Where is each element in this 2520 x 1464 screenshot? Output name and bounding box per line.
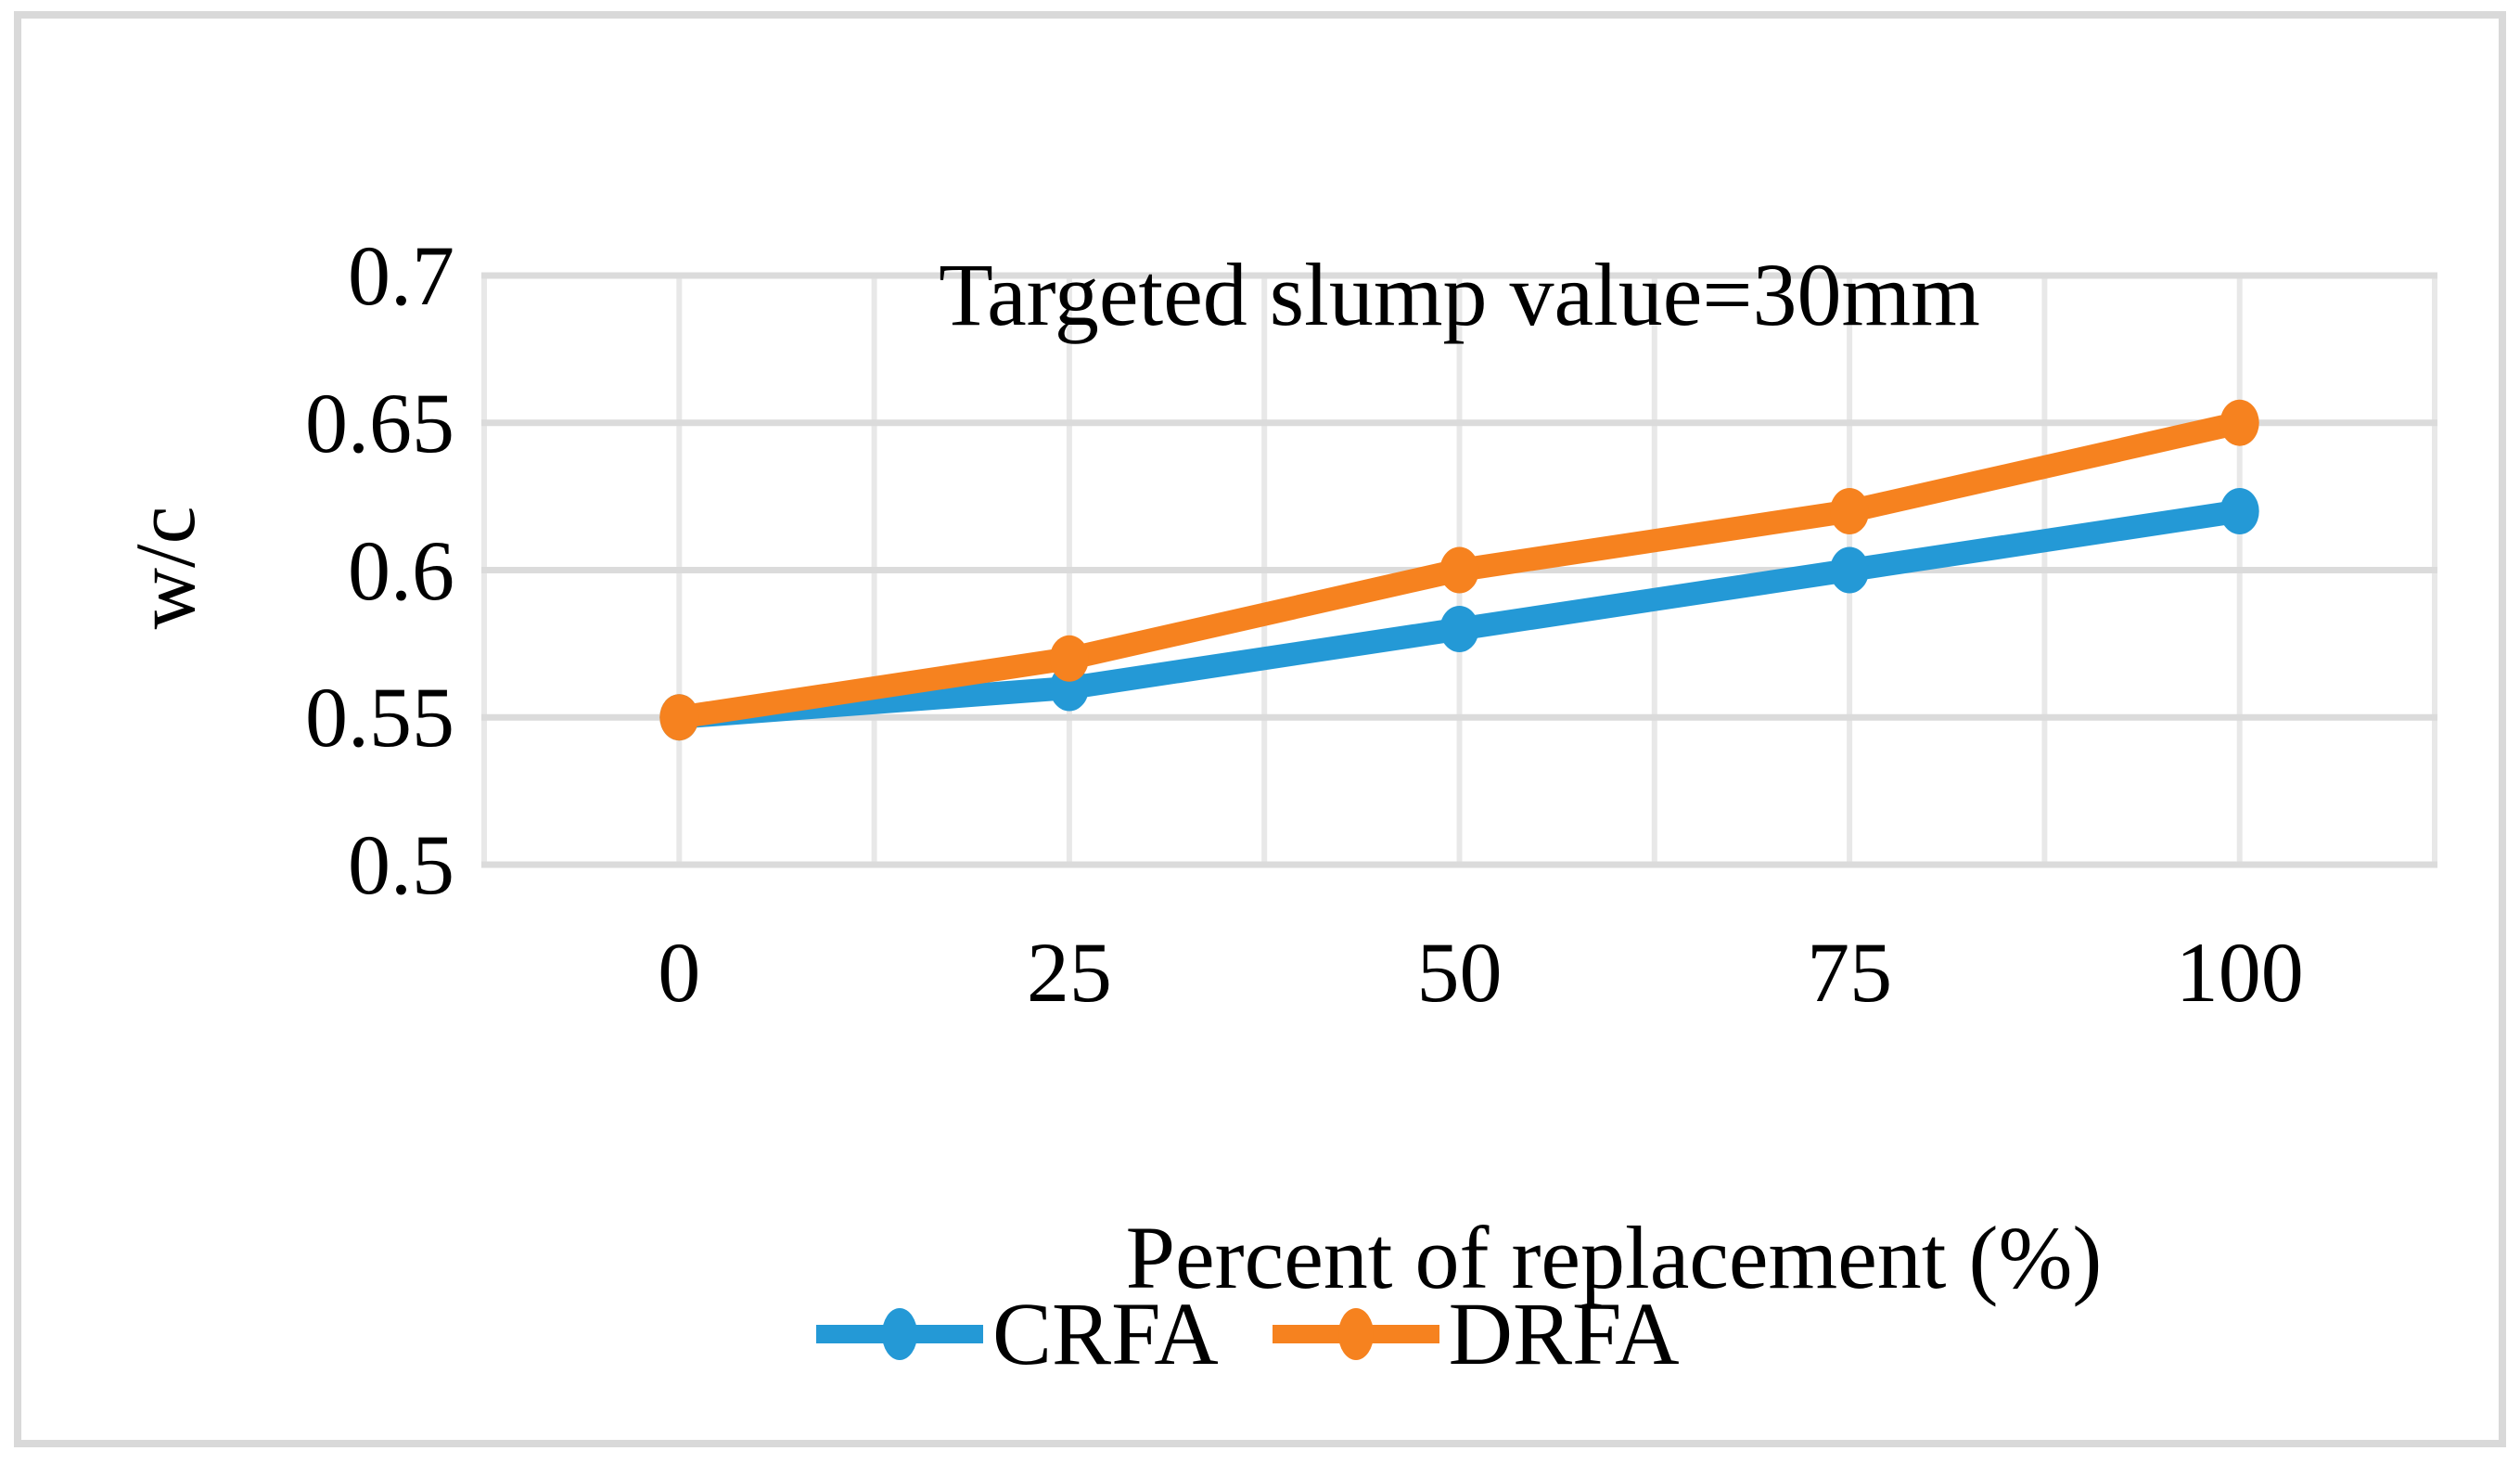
y-tick-label-0.65: 0.65: [305, 375, 454, 470]
x-tick-label-100: 100: [2175, 925, 2304, 1020]
chart-title: Targeted slump value=30mm: [939, 245, 1980, 344]
legend-marker-drfa-icon: [1272, 1308, 1439, 1360]
legend-label-drfa: DRFA: [1448, 1284, 1680, 1383]
y-tick-label-0.6: 0.6: [348, 522, 454, 618]
x-tick-label-75: 75: [1807, 925, 1893, 1020]
data-point-drfa-50: [1439, 546, 1479, 594]
data-point-drfa-0: [659, 694, 699, 741]
x-tick-label-25: 25: [1026, 925, 1112, 1020]
legend-dot: [1337, 1308, 1374, 1360]
data-point-crfa-100: [2219, 488, 2259, 534]
y-tick-label-0.55: 0.55: [305, 670, 454, 765]
x-tick-label-0: 0: [658, 925, 701, 1020]
legend-label-crfa: CRFA: [992, 1284, 1219, 1383]
data-point-crfa-75: [1830, 546, 1870, 594]
legend-dot: [882, 1308, 917, 1360]
data-point-drfa-75: [1830, 488, 1870, 534]
x-axis-title: Percent of replacement (%): [1125, 1208, 2103, 1307]
chart-border: [14, 11, 2506, 1447]
data-point-drfa-25: [1049, 635, 1089, 682]
legend-item-drfa: DRFA: [1272, 1284, 1680, 1383]
legend-marker-crfa-icon: [816, 1308, 983, 1360]
data-point-drfa-100: [2219, 399, 2259, 446]
legend: CRFA DRFA: [816, 1288, 1733, 1381]
data-point-crfa-50: [1439, 606, 1479, 652]
y-tick-label-0.7: 0.7: [348, 228, 454, 323]
legend-item-crfa: CRFA: [816, 1288, 1219, 1381]
y-axis-title: w/c: [118, 506, 212, 630]
x-tick-label-50: 50: [1416, 925, 1503, 1020]
y-tick-label-0.5: 0.5: [348, 817, 454, 912]
